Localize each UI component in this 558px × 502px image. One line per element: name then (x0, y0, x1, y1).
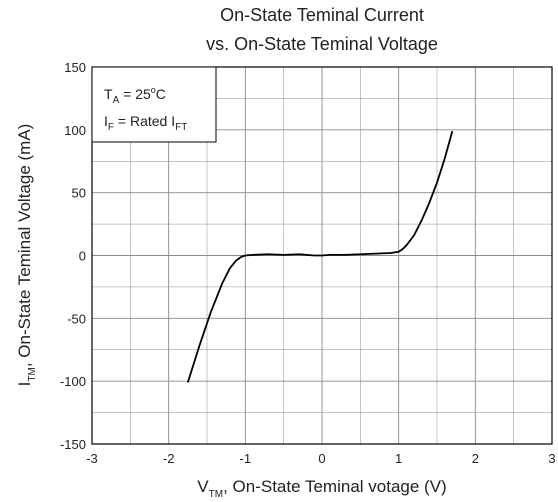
y-tick-label: 50 (72, 186, 86, 201)
series-line (186, 130, 454, 383)
annotation-current: IF = Rated IFT (104, 113, 187, 133)
x-tick-label: 1 (395, 451, 402, 466)
x-tick-label: 0 (318, 451, 325, 466)
x-tick-label: -2 (163, 451, 175, 466)
y-tick-label: 150 (64, 60, 86, 75)
plot-frame (91, 66, 553, 445)
tick-labels: -3 -2 -1 0 1 2 3 -150 -100 -50 0 50 100 150 (60, 60, 556, 466)
y-tick-label: 100 (64, 123, 86, 138)
chart-title-line2: vs. On-State Teminal Voltage (206, 34, 438, 54)
x-axis-label: VTM, On-State Teminal votage (V) (197, 477, 446, 500)
y-axis-label: ITM, On-State Teminal Voltage (mA) (15, 124, 38, 387)
annotation-frame (91, 66, 217, 143)
x-tick-label: 2 (472, 451, 479, 466)
y-tick-label: -50 (67, 311, 86, 326)
x-tick-label: -3 (86, 451, 98, 466)
y-tick-label: -150 (60, 437, 86, 452)
annotation-box: TA = 25oC IF = Rated IFT (91, 66, 217, 143)
y-tick-label: -100 (60, 374, 86, 389)
x-tick-label: -1 (240, 451, 252, 466)
annotation-temperature: TA = 25oC (104, 85, 166, 106)
chart-title-line1: On-State Teminal Current (220, 5, 424, 25)
y-tick-label: 0 (79, 249, 86, 264)
x-tick-label: 3 (548, 451, 555, 466)
